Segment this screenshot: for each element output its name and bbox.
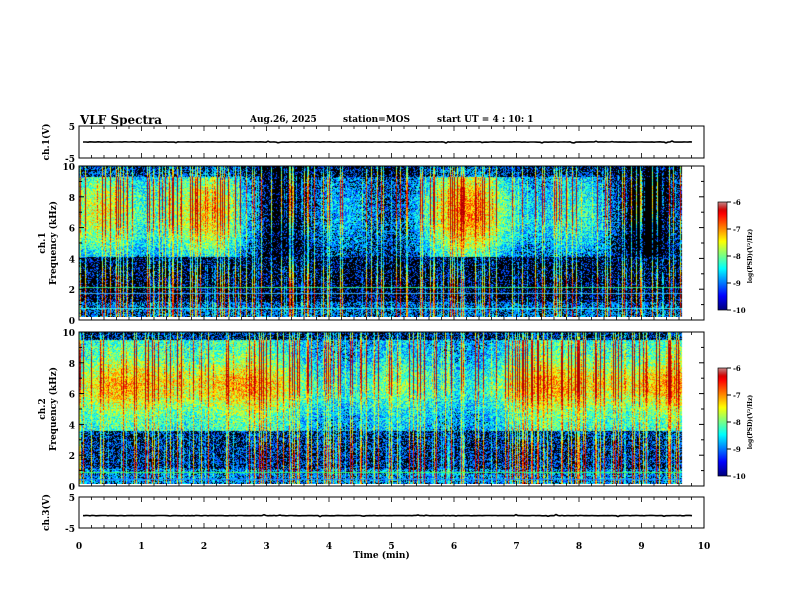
colorbar-tick-label: -6 <box>733 198 741 207</box>
spectrogram-y-label: ch.1 <box>38 232 48 253</box>
colorbar-tick-label: -8 <box>733 418 741 427</box>
x-tick-label: 9 <box>638 542 644 552</box>
figure-title: VLF Spectra <box>80 113 163 127</box>
y-tick-label: 6 <box>69 391 75 401</box>
waveform-trace <box>83 140 693 144</box>
spectrogram-y-label: Frequency (kHz) <box>48 367 59 451</box>
ch1-spectrogram <box>79 166 692 317</box>
ch2-spectrogram <box>79 332 692 484</box>
y-tick-label: -5 <box>65 525 75 535</box>
x-tick-label: 0 <box>76 542 82 552</box>
ch1-colorbar <box>718 202 727 310</box>
colorbar-frame <box>717 367 728 477</box>
x-axis-label: Time (min) <box>353 550 410 561</box>
x-tick-label: 5 <box>388 542 394 552</box>
colorbar-label: log(PSD)(V²/Hz) <box>747 229 754 284</box>
colorbar-tick-label: -9 <box>733 445 741 454</box>
colorbar-frame <box>717 201 728 311</box>
x-tick-label: 3 <box>263 542 269 552</box>
x-tick-label: 10 <box>698 542 711 552</box>
waveform-y-label: ch.3(V) <box>41 494 52 531</box>
y-tick-label: -5 <box>65 155 75 165</box>
y-tick-label: 5 <box>69 123 75 133</box>
x-tick-label: 7 <box>513 542 519 552</box>
panel-frame <box>78 331 705 487</box>
figure-station: station=MOS <box>343 115 411 125</box>
waveform-y-label: ch.1(V) <box>41 124 52 161</box>
colorbar-tick-label: -6 <box>733 364 741 373</box>
x-tick-label: 2 <box>201 542 207 552</box>
colorbar-tick-label: -8 <box>733 252 741 261</box>
colorbar-label: log(PSD)(V²/Hz) <box>747 395 754 450</box>
y-tick-label: 0 <box>69 317 75 327</box>
colorbar-tick-label: -7 <box>733 225 741 234</box>
spectrogram-y-label: ch.2 <box>38 398 48 419</box>
colorbar-tick-label: -10 <box>733 306 746 315</box>
panel-frame <box>78 165 705 321</box>
figure-date: Aug.26, 2025 <box>250 115 317 125</box>
y-tick-label: 8 <box>69 194 75 204</box>
y-tick-label: 10 <box>62 163 75 173</box>
y-tick-label: 5 <box>69 494 75 504</box>
y-tick-label: 2 <box>69 452 75 462</box>
spectrogram-y-label: Frequency (kHz) <box>48 201 59 285</box>
x-tick-label: 4 <box>326 542 332 552</box>
ch2-colorbar <box>718 368 727 476</box>
y-tick-label: 8 <box>69 360 75 370</box>
y-tick-label: 2 <box>69 286 75 296</box>
waveform-trace <box>82 513 693 518</box>
colorbar-tick-label: -10 <box>733 472 746 481</box>
y-tick-label: 4 <box>69 255 75 265</box>
y-tick-label: 10 <box>62 329 75 339</box>
colorbar-tick-label: -9 <box>733 279 741 288</box>
x-tick-label: 8 <box>576 542 582 552</box>
x-tick-label: 1 <box>138 542 144 552</box>
y-tick-label: 4 <box>69 421 75 431</box>
y-tick-label: 6 <box>69 225 75 235</box>
x-tick-label: 6 <box>451 542 457 552</box>
colorbar-tick-label: -7 <box>733 391 741 400</box>
figure-start-ut: start UT = 4 : 10: 1 <box>437 115 534 125</box>
y-tick-label: 0 <box>69 483 75 493</box>
